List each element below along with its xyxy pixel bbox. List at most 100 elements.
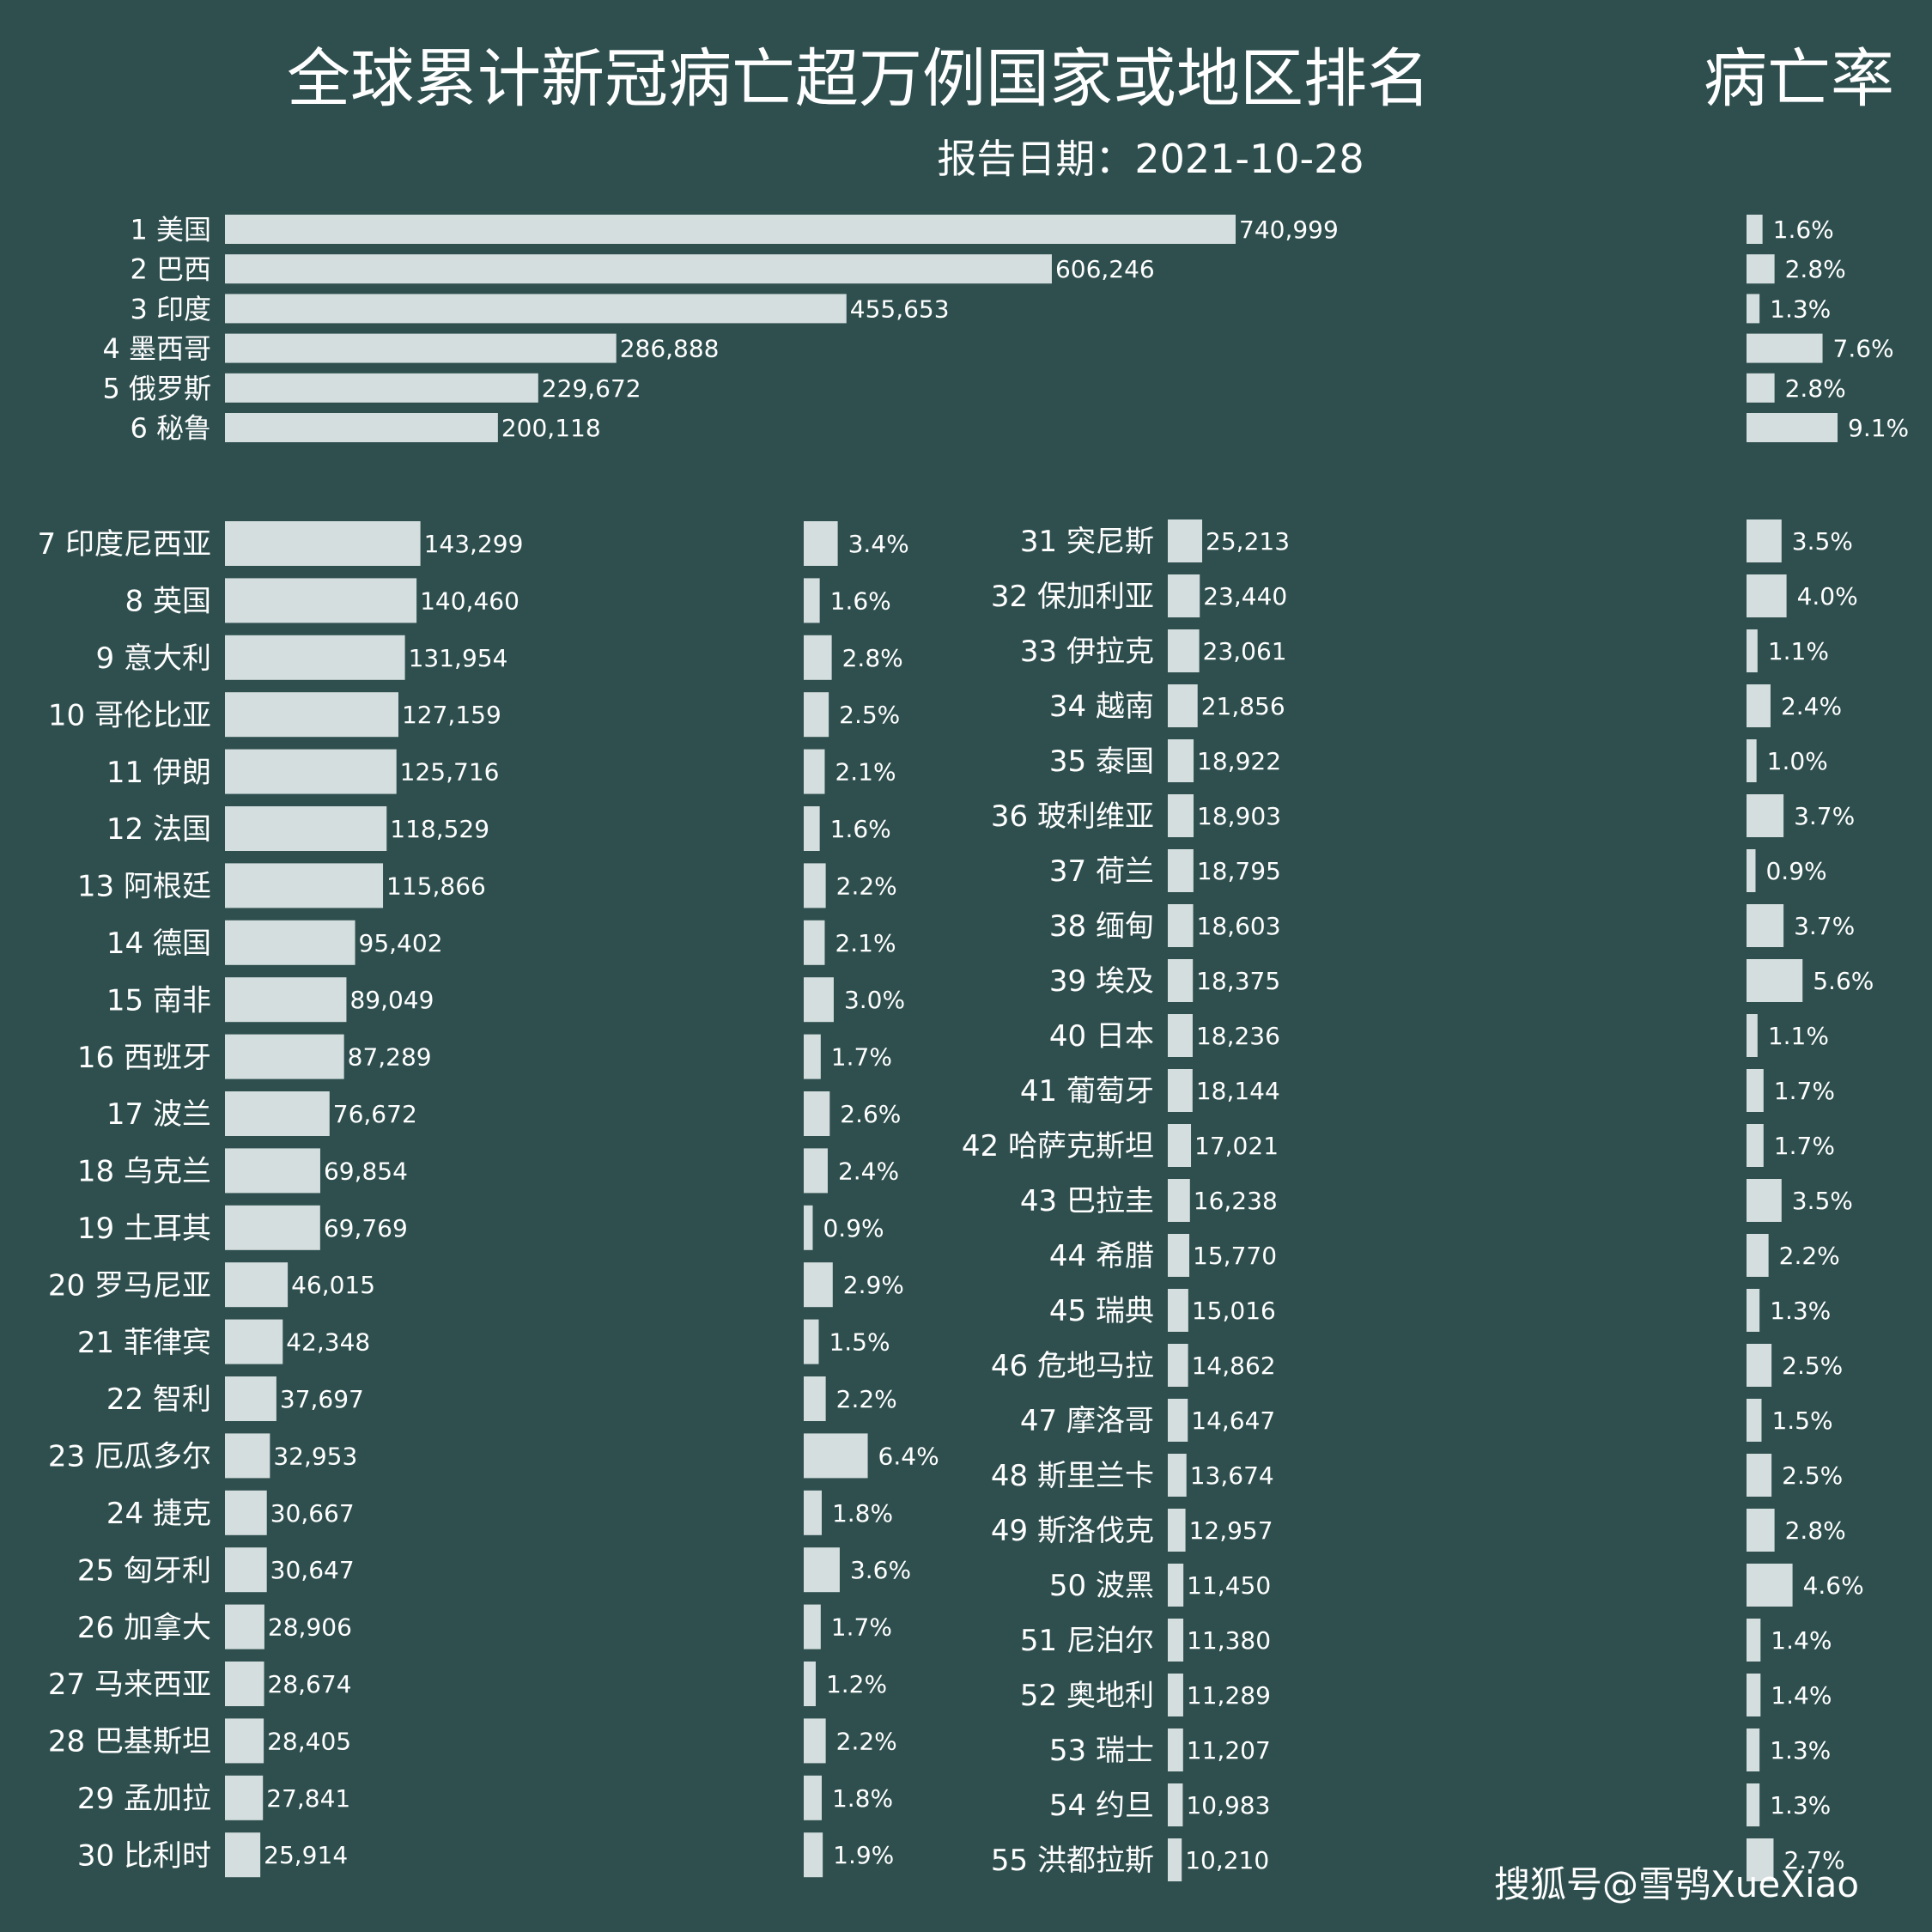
rate-bar (1747, 333, 1823, 363)
deaths-bar (225, 1775, 264, 1820)
rate-bar (804, 806, 820, 851)
row-label: 18 乌克兰 (77, 1155, 211, 1189)
rate-bar (1747, 373, 1775, 403)
rate-bar (804, 1604, 821, 1649)
deaths-bar (225, 1433, 270, 1479)
rate-value-label: 2.8% (1785, 374, 1846, 403)
rate-value-label: 2.5% (1782, 1461, 1843, 1490)
deaths-bar (225, 977, 347, 1023)
row-label: 27 马来西亚 (48, 1668, 211, 1702)
rate-value-label: 2.1% (835, 758, 896, 787)
deaths-bar (225, 1718, 264, 1764)
rate-bar (1747, 1179, 1782, 1222)
rate-value-label: 2.2% (1779, 1242, 1840, 1270)
deaths-bar (1168, 1564, 1184, 1607)
rate-bar (1747, 1014, 1758, 1057)
rate-value-label: 1.4% (1771, 1681, 1832, 1710)
rate-bar (1747, 959, 1803, 1002)
deaths-value-label: 10,983 (1186, 1791, 1270, 1820)
deaths-bar (1168, 574, 1200, 617)
deaths-bar (1168, 904, 1194, 947)
rate-bar (804, 977, 834, 1023)
rate-bar (1747, 413, 1838, 442)
row-label: 21 菲律宾 (77, 1326, 211, 1360)
deaths-bar (1168, 1234, 1190, 1277)
rate-value-label: 9.1% (1848, 414, 1909, 442)
rate-bar (804, 1148, 828, 1194)
rate-value-label: 3.6% (850, 1556, 911, 1584)
deaths-value-label: 125,716 (400, 758, 500, 787)
rate-value-label: 2.5% (839, 701, 900, 729)
rate-bar (1747, 684, 1771, 727)
deaths-value-label: 15,016 (1192, 1297, 1276, 1325)
deaths-value-label: 18,603 (1197, 912, 1281, 940)
row-label: 12 法国 (106, 812, 211, 847)
deaths-value-label: 28,906 (268, 1613, 352, 1642)
rate-bar (804, 521, 838, 566)
rate-bar (1747, 1674, 1761, 1716)
rate-bar (804, 863, 826, 908)
rate-value-label: 1.7% (831, 1613, 892, 1642)
row-label: 10 哥伦比亚 (48, 698, 211, 732)
rate-value-label: 1.6% (830, 586, 891, 615)
deaths-bar (225, 1262, 289, 1308)
rate-value-label: 4.0% (1797, 582, 1858, 611)
deaths-bar (225, 1376, 276, 1421)
rate-value-label: 2.2% (836, 872, 897, 900)
deaths-value-label: 11,450 (1187, 1571, 1271, 1600)
deaths-value-label: 28,405 (267, 1727, 351, 1755)
deaths-value-label: 286,888 (620, 335, 720, 363)
deaths-bar (225, 294, 847, 324)
rate-bar (804, 1376, 826, 1421)
row-label: 14 德国 (106, 927, 211, 961)
deaths-value-label: 606,246 (1055, 255, 1155, 283)
rate-bar (1747, 1509, 1775, 1552)
rate-bar (1747, 1399, 1762, 1442)
deaths-value-label: 740,999 (1239, 216, 1339, 244)
deaths-value-label: 16,238 (1194, 1187, 1278, 1215)
row-label: 26 加拿大 (77, 1611, 211, 1645)
deaths-bar (225, 373, 538, 403)
deaths-bar (1168, 1014, 1193, 1057)
deaths-value-label: 37,697 (280, 1385, 364, 1413)
deaths-value-label: 18,922 (1197, 747, 1281, 775)
rate-bar (804, 1662, 816, 1706)
rate-bar (1747, 215, 1763, 244)
deaths-value-label: 95,402 (359, 929, 443, 957)
row-label: 40 日本 (1049, 1019, 1154, 1054)
rate-value-label: 0.9% (823, 1214, 884, 1242)
deaths-value-label: 89,049 (349, 986, 434, 1014)
deaths-value-label: 18,375 (1196, 967, 1280, 995)
deaths-value-label: 118,529 (390, 815, 489, 843)
rate-value-label: 2.9% (843, 1271, 904, 1299)
rate-value-label: 2.2% (836, 1385, 897, 1413)
deaths-value-label: 12,957 (1189, 1516, 1273, 1545)
rate-bar (804, 578, 820, 623)
deaths-value-label: 18,236 (1196, 1022, 1280, 1050)
row-label: 52 奥地利 (1020, 1679, 1154, 1713)
rate-bar (804, 1547, 840, 1593)
deaths-bar (1168, 1783, 1183, 1826)
row-label: 46 危地马拉 (991, 1349, 1154, 1383)
deaths-bar (1168, 1179, 1190, 1222)
deaths-value-label: 87,289 (348, 1043, 432, 1072)
row-label: 44 希腊 (1049, 1239, 1154, 1273)
deaths-value-label: 127,159 (402, 701, 501, 729)
deaths-value-label: 46,015 (291, 1271, 375, 1299)
rate-bar (1747, 849, 1756, 892)
rate-value-label: 2.2% (836, 1727, 897, 1755)
deaths-bar (225, 863, 384, 908)
rate-bar (1747, 904, 1784, 947)
rate-value-label: 1.5% (1771, 1406, 1832, 1435)
row-label: 33 伊拉克 (1020, 635, 1154, 669)
rate-value-label: 2.8% (842, 644, 903, 672)
deaths-bar (1168, 1124, 1192, 1167)
row-label: 1 美国 (130, 214, 211, 246)
row-label: 28 巴基斯坦 (48, 1725, 211, 1759)
deaths-bar (225, 806, 387, 851)
row-label: 48 斯里兰卡 (991, 1459, 1154, 1493)
rate-bar (1747, 254, 1775, 284)
row-label: 8 英国 (125, 585, 211, 619)
rate-value-label: 1.3% (1770, 1791, 1831, 1820)
